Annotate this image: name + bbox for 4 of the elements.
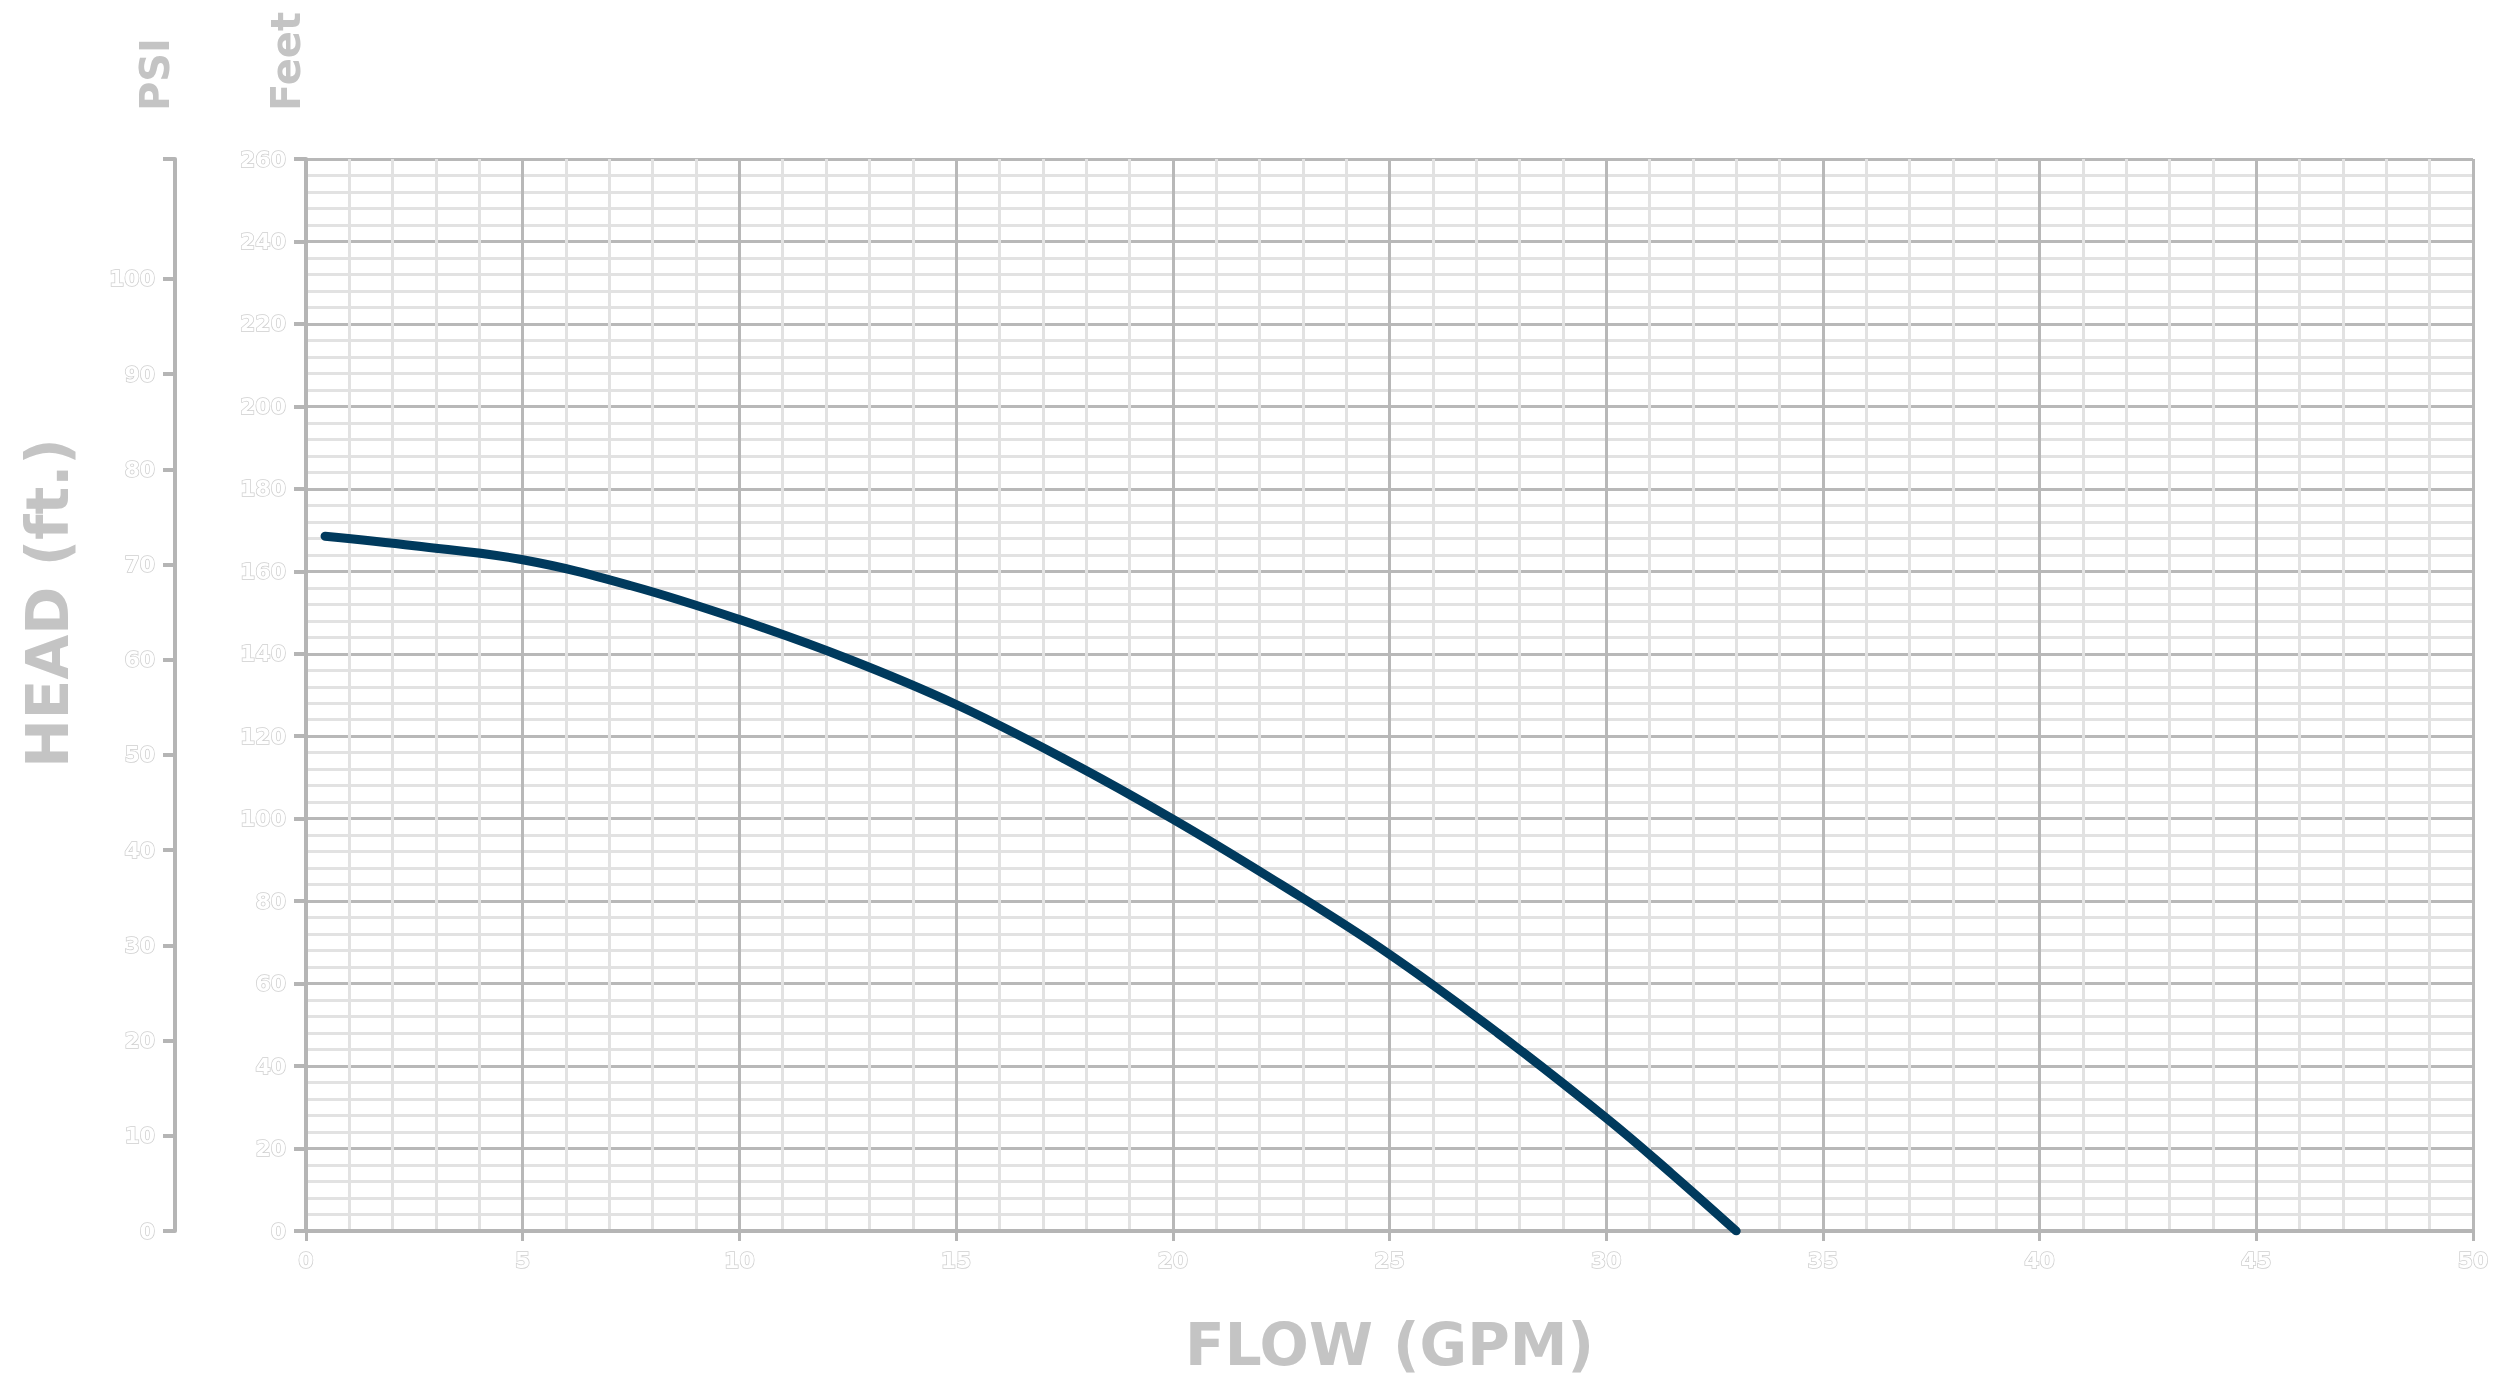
- y2-axis-title: PSI: [132, 37, 178, 111]
- y-axis-title: Feet: [263, 11, 309, 111]
- text: HEAD (ft.): [14, 438, 82, 768]
- x-axis-title: FLOW (GPM): [1185, 1311, 1594, 1379]
